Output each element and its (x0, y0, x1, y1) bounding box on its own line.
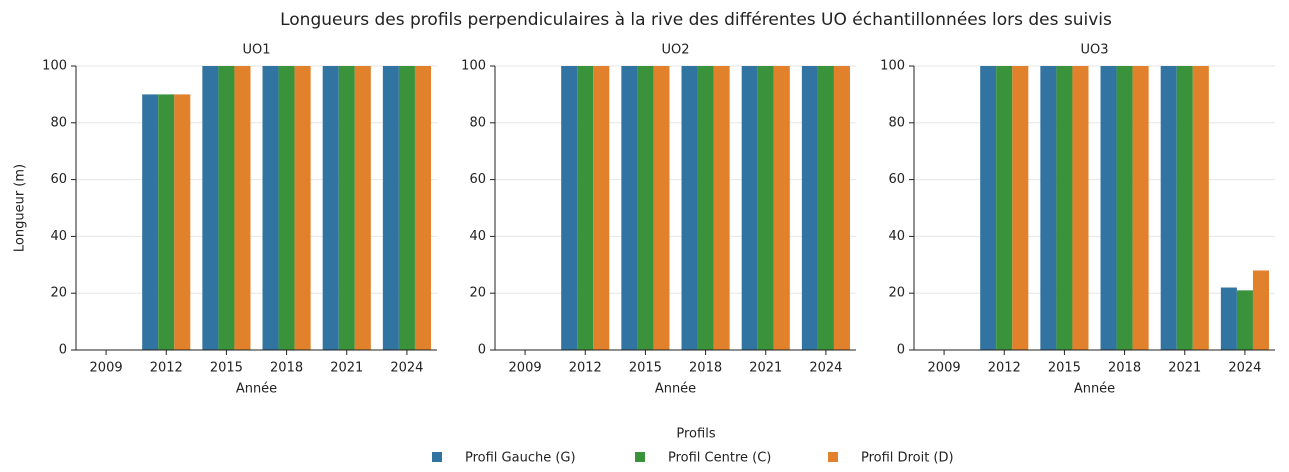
bar (1012, 66, 1029, 350)
y-tick-label: 0 (897, 343, 905, 358)
bar (833, 66, 850, 350)
bar (382, 66, 399, 350)
x-tick-label: 2009 (90, 361, 123, 376)
x-tick-label: 2018 (270, 361, 303, 376)
bar (741, 66, 758, 350)
x-tick-label: 2018 (689, 361, 722, 376)
x-tick-label: 2012 (150, 361, 183, 376)
x-tick-label: 2021 (749, 361, 782, 376)
y-tick-label: 80 (888, 115, 905, 130)
x-tick-label: 2009 (928, 361, 961, 376)
bar (158, 94, 175, 351)
bar (1220, 287, 1237, 350)
subplot-title: UO3 (1080, 43, 1108, 58)
y-tick-label: 20 (50, 286, 67, 301)
legend-swatch (635, 452, 645, 462)
x-tick-label: 2012 (988, 361, 1021, 376)
x-tick-label: 2024 (809, 361, 842, 376)
x-tick-label: 2015 (629, 361, 662, 376)
bar (681, 66, 698, 350)
legend-title: Profils (676, 427, 715, 442)
bar (561, 66, 578, 350)
bar (1160, 66, 1177, 350)
bar (338, 66, 355, 350)
bar (621, 66, 638, 350)
x-tick-label: 2024 (1228, 361, 1261, 376)
x-tick-label: 2015 (1048, 361, 1081, 376)
x-tick-label: 2021 (1168, 361, 1201, 376)
bar (1252, 270, 1269, 350)
y-tick-label: 100 (880, 59, 905, 74)
bar (980, 66, 997, 350)
x-tick-label: 2024 (390, 361, 423, 376)
y-tick-label: 60 (469, 172, 486, 187)
bar (577, 66, 594, 350)
x-tick-label: 2021 (330, 361, 363, 376)
y-tick-label: 100 (42, 59, 67, 74)
bar (801, 66, 818, 350)
bar (414, 66, 431, 350)
y-tick-label: 0 (59, 343, 67, 358)
bar (757, 66, 774, 350)
bar (202, 66, 219, 350)
y-axis-label: Longueur (m) (13, 164, 28, 252)
bar (262, 66, 279, 350)
bar (1100, 66, 1117, 350)
y-tick-label: 40 (50, 229, 67, 244)
figure-title: Longueurs des profils perpendiculaires à… (280, 10, 1112, 30)
y-tick-label: 60 (50, 172, 67, 187)
y-tick-label: 80 (469, 115, 486, 130)
bar (142, 94, 159, 351)
bar (398, 66, 415, 350)
bar (1236, 290, 1253, 350)
bar (322, 66, 339, 350)
bar (234, 66, 251, 350)
x-tick-label: 2012 (569, 361, 602, 376)
bar (1192, 66, 1209, 350)
legend-label: Profil Droit (D) (861, 451, 954, 466)
bar (653, 66, 670, 350)
bar (1072, 66, 1089, 350)
legend-swatch (828, 452, 838, 462)
bar (637, 66, 654, 350)
x-tick-label: 2015 (210, 361, 243, 376)
x-tick-label: 2009 (509, 361, 542, 376)
bar (1040, 66, 1057, 350)
x-tick-label: 2018 (1108, 361, 1141, 376)
y-tick-label: 80 (50, 115, 67, 130)
y-tick-label: 40 (888, 229, 905, 244)
bar (278, 66, 295, 350)
x-axis-label: Année (236, 382, 277, 397)
y-tick-label: 20 (888, 286, 905, 301)
bar (773, 66, 790, 350)
y-tick-label: 100 (461, 59, 486, 74)
bar (294, 66, 311, 350)
bar (1056, 66, 1073, 350)
bar (174, 94, 191, 351)
subplot-title: UO1 (242, 43, 270, 58)
x-axis-label: Année (1074, 382, 1115, 397)
bar (996, 66, 1013, 350)
bar (593, 66, 610, 350)
bar (713, 66, 730, 350)
y-tick-label: 40 (469, 229, 486, 244)
y-tick-label: 60 (888, 172, 905, 187)
bar (218, 66, 235, 350)
subplot-title: UO2 (661, 43, 689, 58)
bar (817, 66, 834, 350)
bar (1116, 66, 1133, 350)
bar (697, 66, 714, 350)
bar (354, 66, 371, 350)
legend-label: Profil Centre (C) (668, 451, 771, 466)
bar (1132, 66, 1149, 350)
y-tick-label: 0 (478, 343, 486, 358)
bar (1176, 66, 1193, 350)
y-tick-label: 20 (469, 286, 486, 301)
legend-swatch (432, 452, 442, 462)
legend-label: Profil Gauche (G) (465, 451, 576, 466)
x-axis-label: Année (655, 382, 696, 397)
